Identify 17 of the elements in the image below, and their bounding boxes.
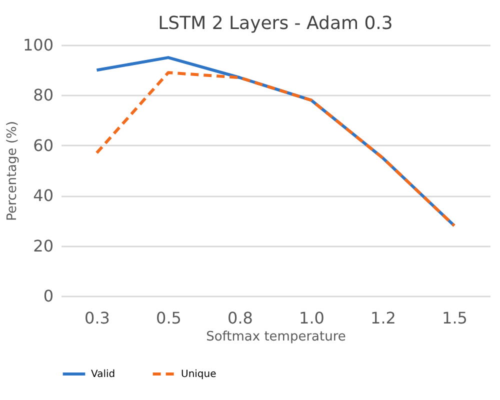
chart-title: LSTM 2 Layers - Adam 0.3 (158, 13, 393, 34)
y-tick-label: 40 (33, 186, 54, 206)
x-tick-label: 1.2 (370, 308, 396, 328)
legend-label: Unique (181, 369, 216, 380)
legend-label: Valid (91, 369, 116, 380)
y-tick-label: 20 (33, 236, 54, 256)
y-tick-label: 60 (33, 136, 54, 155)
y-axis-title: Percentage (%) (4, 121, 20, 221)
y-tick-label: 80 (33, 86, 54, 105)
x-tick-label: 1.5 (442, 308, 468, 328)
x-tick-label: 0.3 (84, 308, 110, 328)
y-tick-label: 100 (22, 36, 54, 54)
x-tick-label: 0.5 (156, 308, 182, 328)
x-axis-title: Softmax temperature (206, 330, 346, 344)
x-tick-label: 1.0 (299, 308, 324, 328)
x-tick-label: 0.8 (228, 308, 253, 328)
y-tick-label: 0 (43, 286, 54, 306)
